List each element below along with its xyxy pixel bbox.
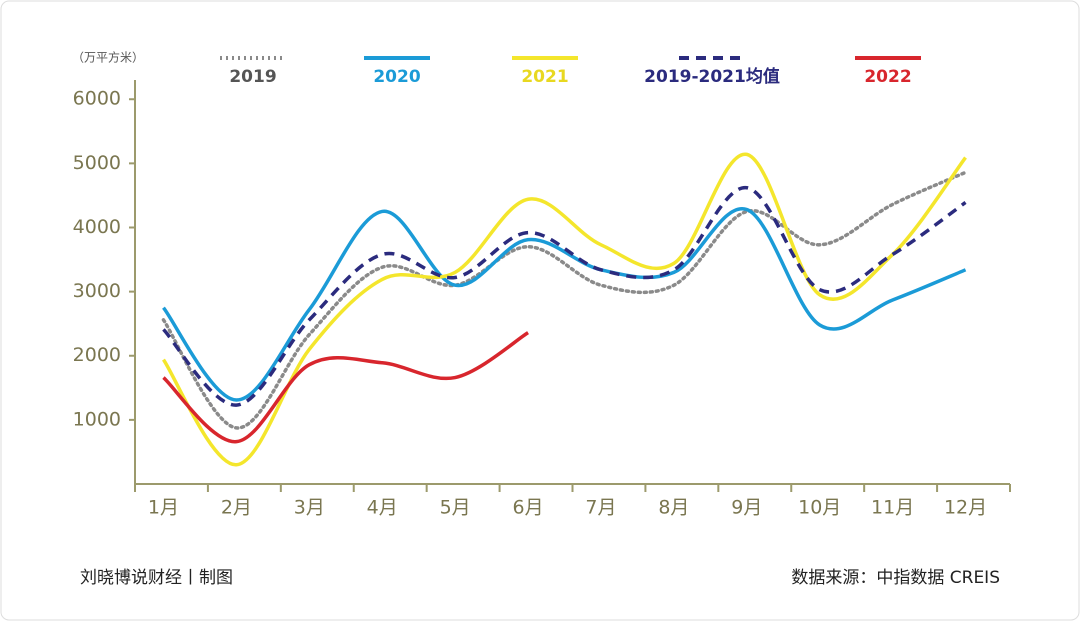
x-tick-label: 3月 [294,497,325,519]
unit-label: （万平方米） [72,50,144,65]
series-line [162,207,967,402]
legend-label: 2020 [373,67,420,87]
y-tick-label: 3000 [73,280,121,302]
x-tick-label: 2月 [221,497,252,519]
x-tick-label: 6月 [512,497,543,519]
series-line [162,185,967,407]
series-line [161,170,968,430]
y-tick-label: 1000 [73,408,121,430]
footer-left: 刘晓博说财经丨制图 [80,568,233,588]
legend-label: 2021 [521,67,568,87]
x-tick-label: 12月 [944,497,987,519]
legend-label: 2019-2021均值 [644,66,780,87]
x-tick-label: 10月 [798,497,841,519]
y-tick-label: 4000 [73,216,121,238]
x-tick-label: 8月 [658,497,689,519]
x-tick-label: 9月 [731,497,762,519]
series-line [162,331,529,444]
x-tick-label: 4月 [367,497,398,519]
legend-label: 2019 [229,67,276,87]
y-tick-label: 2000 [73,344,121,366]
x-tick-label: 7月 [585,497,616,519]
x-tick-label: 11月 [871,497,914,519]
y-tick-label: 6000 [73,88,121,110]
legend-label: 2022 [864,67,911,87]
x-tick-label: 5月 [440,497,471,519]
y-tick-label: 5000 [73,152,121,174]
footer-right: 数据来源：中指数据 CREIS [791,568,1000,588]
x-tick-label: 1月 [148,497,179,519]
